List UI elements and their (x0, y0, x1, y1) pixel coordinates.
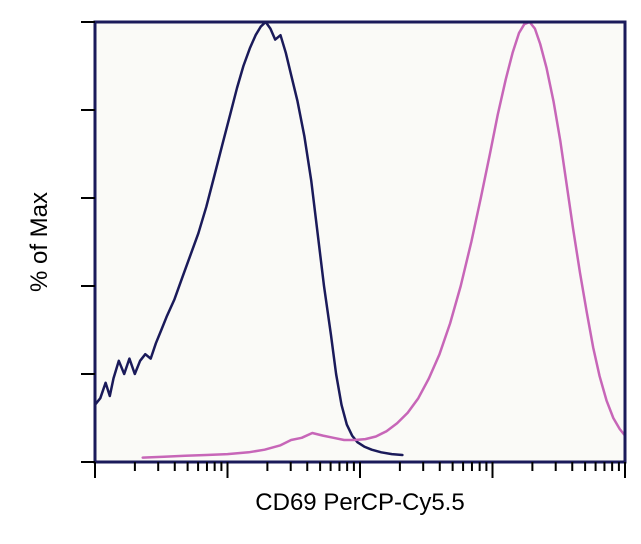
plot-background (95, 22, 625, 462)
chart-svg: CD69 PerCP-Cy5.5 % of Max (0, 0, 641, 544)
x-axis-label: CD69 PerCP-Cy5.5 (255, 489, 464, 516)
x-ticks (95, 462, 625, 478)
y-ticks (81, 22, 95, 462)
y-axis-label: % of Max (26, 192, 53, 292)
flow-cytometry-histogram: CD69 PerCP-Cy5.5 % of Max (0, 0, 641, 544)
